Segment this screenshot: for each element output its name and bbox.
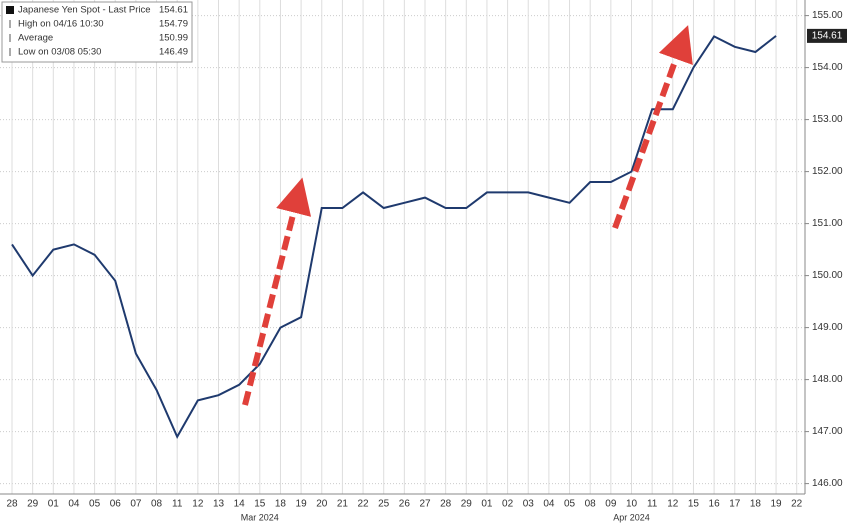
x-tick-label: 09 [605, 499, 617, 510]
x-tick-label: 11 [647, 499, 658, 510]
legend-value: 146.49 [159, 47, 188, 58]
legend-label: High on 04/16 10:30 [18, 19, 104, 30]
x-tick-label: 22 [791, 499, 803, 510]
last-price-label: 154.61 [812, 31, 843, 42]
x-tick-label: 22 [357, 499, 369, 510]
x-tick-label: 03 [523, 499, 535, 510]
x-tick-label: 27 [419, 499, 431, 510]
x-tick-label: 15 [254, 499, 266, 510]
legend-label: Average [18, 33, 53, 44]
x-tick-label: 08 [585, 499, 597, 510]
x-tick-label: 26 [399, 499, 411, 510]
x-tick-label: 19 [770, 499, 782, 510]
legend-box [1, 1, 193, 63]
x-tick-label: 29 [461, 499, 473, 510]
legend-label: Japanese Yen Spot - Last Price [18, 5, 151, 16]
x-tick-label: 20 [316, 499, 328, 510]
x-tick-label: 18 [750, 499, 762, 510]
trend-arrow [242, 177, 312, 406]
x-tick-label: 01 [48, 499, 60, 510]
x-tick-label: 10 [626, 499, 638, 510]
y-tick-label: 155.00 [812, 10, 843, 21]
legend-label: Low on 03/08 05:30 [18, 47, 101, 58]
x-tick-label: 28 [6, 499, 18, 510]
x-tick-label: 07 [130, 499, 142, 510]
legend-value: 150.99 [159, 33, 188, 44]
x-tick-label: 21 [337, 499, 349, 510]
legend-swatch [6, 6, 14, 14]
month-label: Apr 2024 [613, 512, 650, 522]
x-tick-label: 05 [89, 499, 101, 510]
y-tick-label: 150.00 [812, 270, 843, 281]
x-tick-label: 06 [110, 499, 122, 510]
x-tick-label: 12 [192, 499, 204, 510]
x-tick-label: 12 [667, 499, 679, 510]
trend-arrow [612, 25, 693, 230]
x-tick-label: 28 [440, 499, 452, 510]
y-tick-label: 147.00 [812, 426, 843, 437]
x-tick-label: 04 [68, 499, 80, 510]
x-tick-label: 08 [151, 499, 163, 510]
y-tick-label: 149.00 [812, 322, 843, 333]
last-price-tag [807, 28, 847, 43]
x-tick-label: 25 [378, 499, 390, 510]
y-tick-label: 148.00 [812, 374, 843, 385]
x-tick-label: 16 [709, 499, 721, 510]
legend-value: 154.79 [159, 19, 188, 30]
x-tick-label: 17 [729, 499, 741, 510]
plot-area [0, 0, 805, 494]
y-tick-label: 154.00 [812, 62, 843, 73]
x-tick-label: 18 [275, 499, 287, 510]
month-label: Mar 2024 [241, 512, 279, 522]
x-tick-label: 11 [172, 499, 183, 510]
legend-value: 154.61 [159, 5, 188, 16]
x-tick-label: 13 [213, 499, 225, 510]
y-tick-label: 153.00 [812, 114, 843, 125]
y-tick-label: 151.00 [812, 218, 843, 229]
x-tick-label: 05 [564, 499, 576, 510]
y-tick-label: 152.00 [812, 166, 843, 177]
y-tick-label: 146.00 [812, 478, 843, 489]
price-line [11, 35, 777, 440]
x-tick-label: 01 [481, 499, 493, 510]
x-tick-label: 29 [27, 499, 39, 510]
x-tick-label: 19 [296, 499, 308, 510]
x-tick-label: 15 [688, 499, 700, 510]
x-tick-label: 04 [543, 499, 555, 510]
x-tick-label: 14 [234, 499, 246, 510]
x-tick-label: 02 [502, 499, 514, 510]
